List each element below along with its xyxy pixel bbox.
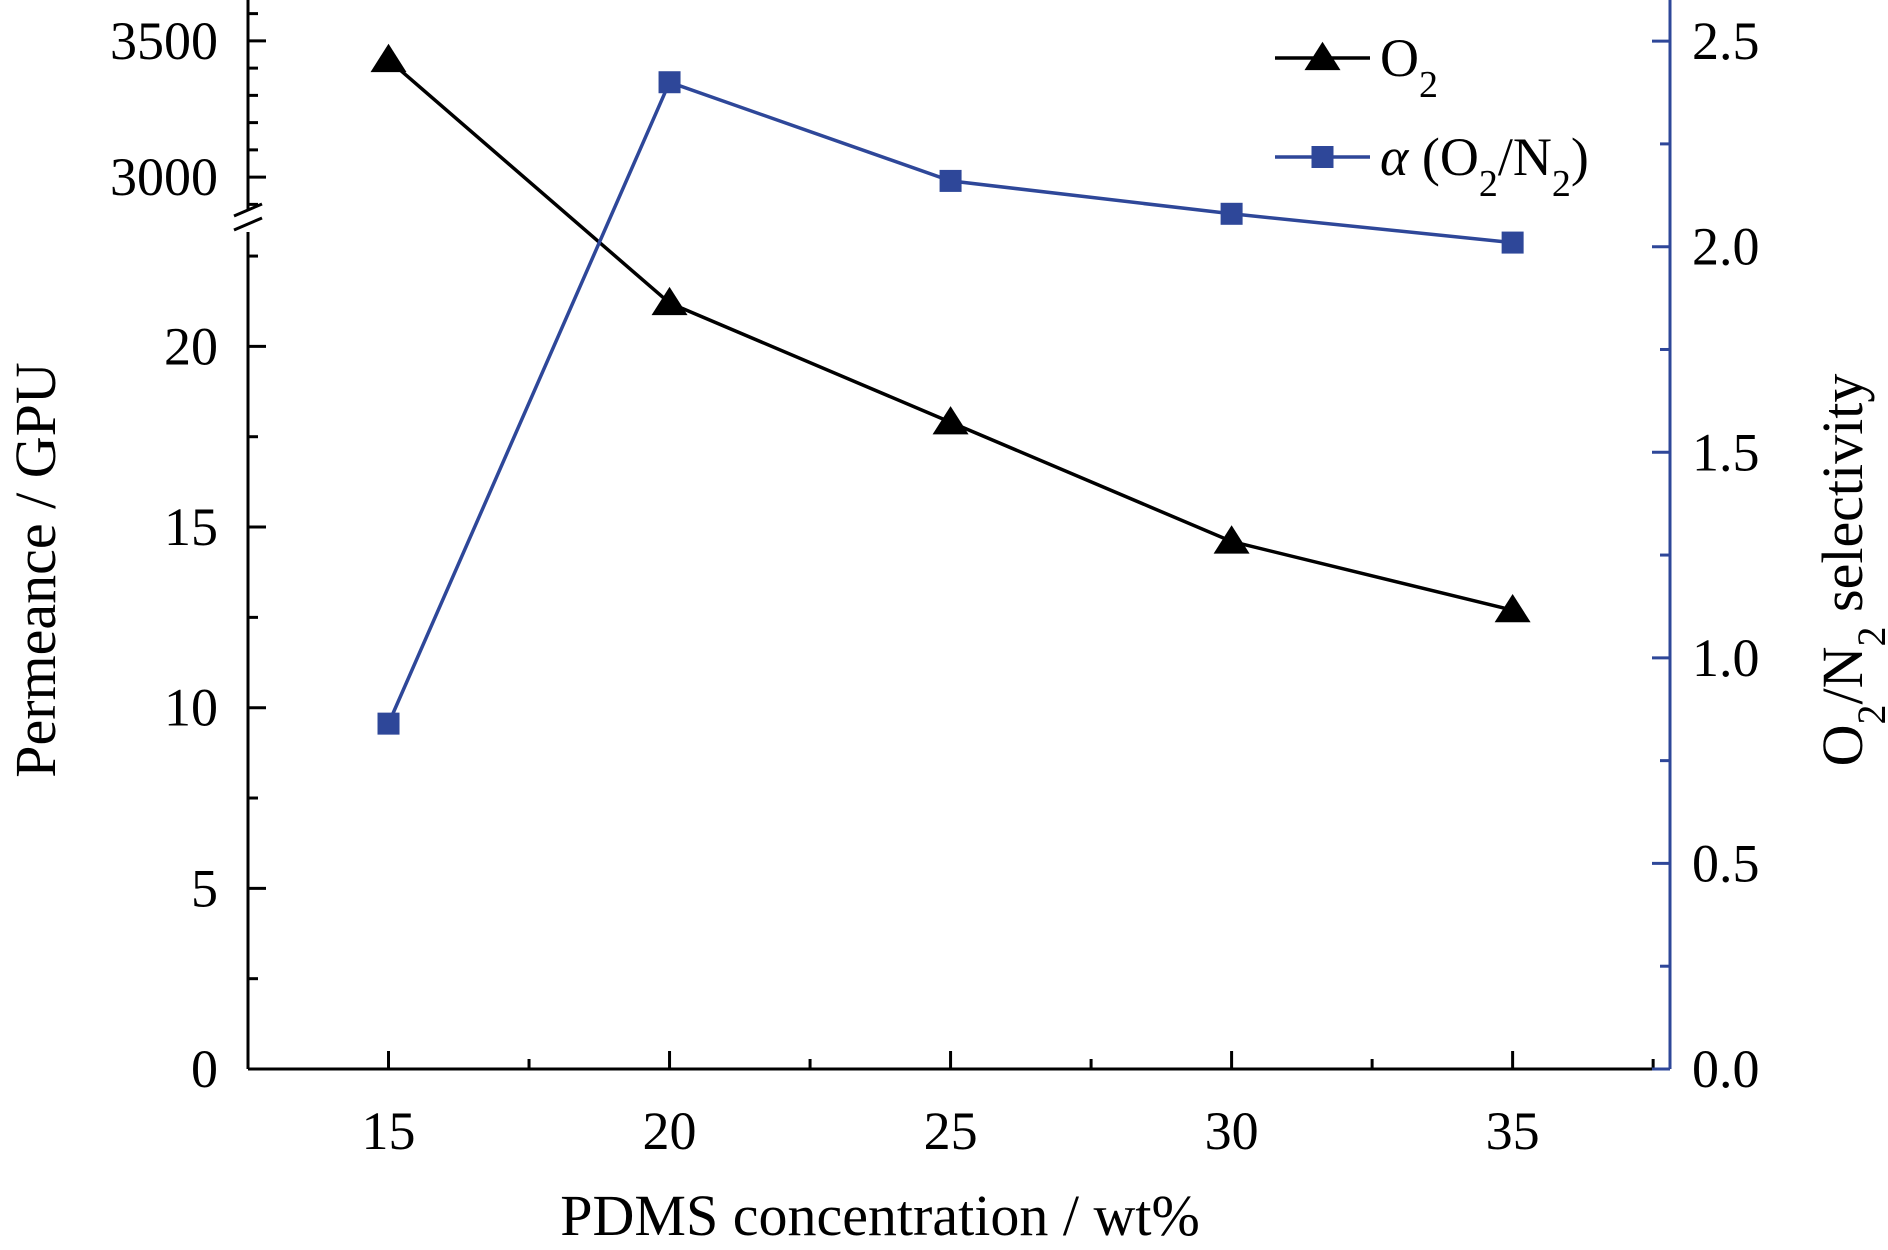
x-tick-label: 15 xyxy=(362,1101,416,1161)
right-y-tick-label: 2.5 xyxy=(1692,11,1760,71)
x-tick-label: 25 xyxy=(924,1101,978,1161)
legend-o2-marker xyxy=(1304,41,1341,71)
legend: O2 α (O2/N2) xyxy=(1275,28,1589,205)
o2-permeance-marker xyxy=(932,406,969,435)
legend-selectivity-marker xyxy=(1311,146,1334,168)
selectivity-marker xyxy=(1220,202,1243,225)
right-y-tick-label: 0.5 xyxy=(1692,833,1760,893)
right-y-tick-label: 1.0 xyxy=(1692,628,1760,688)
o2-permeance-marker xyxy=(1213,525,1250,554)
legend-o2-label: O2 xyxy=(1380,28,1438,106)
o2-permeance-marker xyxy=(651,286,688,316)
selectivity-marker xyxy=(377,712,400,735)
left-y-tick-label: 10 xyxy=(164,678,218,738)
right-y-tick-label: 1.5 xyxy=(1692,422,1760,482)
selectivity-marker xyxy=(658,71,681,94)
selectivity-marker xyxy=(1501,231,1524,254)
left-y-tick-label: 0 xyxy=(191,1039,218,1099)
right-y-axis: 0.0 0.5 1.0 1.5 2.0 2.5 xyxy=(1652,11,1760,1099)
x-tick-label: 30 xyxy=(1205,1101,1259,1161)
right-y-tick-label: 0.0 xyxy=(1692,1039,1760,1099)
o2-permeance-marker xyxy=(370,43,407,73)
left-y-tick-label: 20 xyxy=(164,316,218,376)
x-tick-label: 35 xyxy=(1486,1101,1540,1161)
o2-permeance-marker xyxy=(1494,593,1531,623)
selectivity-marker xyxy=(939,169,962,192)
left-y-tick-label: 3500 xyxy=(110,11,218,71)
right-y-axis-title: O2/N2 selectivity xyxy=(1810,374,1888,767)
x-axis: 15 20 25 30 35 xyxy=(246,1051,1655,1161)
axis-break-mark xyxy=(233,202,263,218)
left-y-axis: 0 5 10 15 20 3000 3500 xyxy=(110,11,266,1099)
x-axis-title: PDMS concentration / wt% xyxy=(560,1183,1200,1248)
left-y-tick-label: 5 xyxy=(191,858,218,918)
series-layer xyxy=(370,43,1531,735)
axis-break-mark xyxy=(233,216,263,232)
plot-frame xyxy=(233,0,1672,1071)
left-y-axis-title: Permeance / GPU xyxy=(3,362,68,778)
x-tick-label: 20 xyxy=(643,1101,697,1161)
left-y-tick-label: 3000 xyxy=(110,147,218,207)
right-y-tick-label: 2.0 xyxy=(1692,217,1760,277)
left-y-tick-label: 15 xyxy=(164,497,218,557)
legend-selectivity-label: α (O2/N2) xyxy=(1380,127,1589,205)
